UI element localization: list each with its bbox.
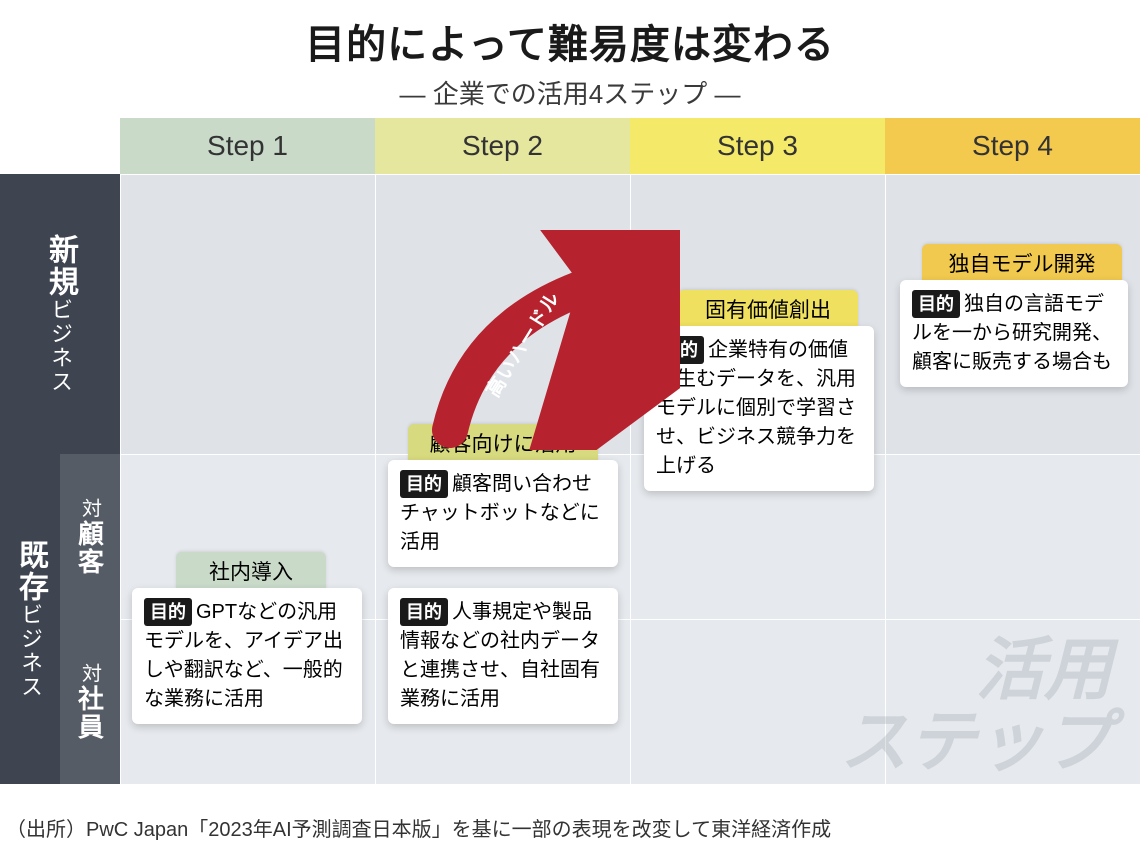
step-header-1: Step 1 [120, 118, 375, 174]
tab-step4-model: 独自モデル開発 [922, 244, 1122, 282]
tab-step1-internal: 社内導入 [176, 552, 326, 590]
step-header-4: Step 4 [885, 118, 1140, 174]
main-title: 目的によって難易度は変わる [0, 12, 1140, 70]
card-step1-internal: 目的GPTなどの汎用モデルを、アイデア出しや翻訳など、一般的な業務に活用 [132, 588, 362, 724]
row-label-existing-business: 既存ビジネス [0, 454, 60, 784]
source-note: （出所）PwC Japan「2023年AI予測調査日本版」を基に一部の表現を改変… [6, 813, 831, 842]
row-label-customer: 対顧客 [60, 454, 120, 619]
card-step2-internal: 目的人事規定や製品情報などの社内データと連携させ、自社固有業務に活用 [388, 588, 618, 724]
row-label-new-business: 新規ビジネス [0, 174, 120, 454]
card-step2-customer: 目的顧客問い合わせチャットボットなどに活用 [388, 460, 618, 567]
row-label-employee: 対社員 [60, 619, 120, 784]
step-header-3: Step 3 [630, 118, 885, 174]
step-header-2: Step 2 [375, 118, 630, 174]
tab-step2-customer: 顧客向けに活用 [408, 424, 598, 462]
tab-step3-value: 固有価値創出 [678, 290, 858, 328]
card-step4-model: 目的独自の言語モデルを一から研究開発、顧客に販売する場合も [900, 280, 1128, 387]
sub-title: ― 企業での活用4ステップ ― [0, 74, 1140, 111]
card-step3-value: 目的企業特有の価値を生むデータを、汎用モデルに個別で学習させ、ビジネス競争力を上… [644, 326, 874, 491]
title-block: 目的によって難易度は変わる ― 企業での活用4ステップ ― [0, 0, 1140, 111]
